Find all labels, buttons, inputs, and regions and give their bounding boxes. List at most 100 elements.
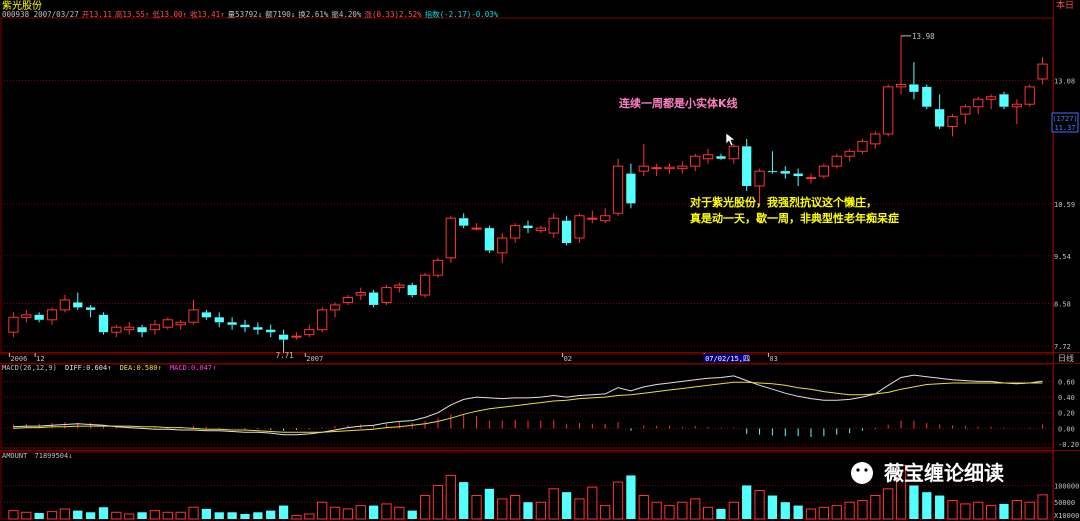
candle <box>935 94 945 130</box>
price-tick-label: 8.58 <box>1054 300 1071 308</box>
amount-bar <box>278 505 289 519</box>
candle <box>909 62 919 100</box>
candle <box>459 213 469 229</box>
amount-bar <box>857 500 868 520</box>
candle-body <box>960 106 971 115</box>
candle <box>227 317 237 330</box>
amount-bar <box>46 511 58 520</box>
candle-body <box>742 146 752 186</box>
amount-bar <box>587 486 598 520</box>
candle <box>162 317 173 330</box>
candle <box>46 307 58 325</box>
price-tick-label: 13.08 <box>1054 77 1075 85</box>
candle-body <box>1037 63 1048 80</box>
candle <box>73 292 83 310</box>
candle <box>574 213 585 243</box>
price-tick-label: 10.59 <box>1054 201 1075 209</box>
candle-body <box>909 84 919 92</box>
candle <box>973 96 984 115</box>
amount-bar <box>471 495 482 520</box>
candle <box>175 319 186 330</box>
cursor-index-label: (1727) <box>1052 115 1077 123</box>
amount-bar <box>935 495 945 519</box>
amount-bar <box>831 505 842 520</box>
candle-body <box>805 177 817 180</box>
amount-bar <box>523 502 533 519</box>
candle <box>201 309 212 320</box>
candle-body <box>355 292 366 296</box>
stock-title: 紫光股份 <box>2 0 42 12</box>
candle <box>857 138 868 154</box>
amount-bar <box>600 505 611 520</box>
candle <box>124 322 135 335</box>
candle <box>728 143 739 164</box>
date-label: 07/02/15,四 <box>705 355 750 363</box>
candle-body <box>780 171 790 174</box>
candle <box>999 91 1009 110</box>
candle <box>664 163 675 174</box>
candle-body <box>702 154 714 160</box>
candle-body <box>175 321 186 326</box>
candle <box>947 114 958 137</box>
panel-frame-1 <box>0 363 1054 449</box>
candle <box>818 163 830 179</box>
candle-body <box>484 228 495 251</box>
candle-body <box>767 171 778 173</box>
quote-info-bar: 000938 2007/03/27 开13.11 高13.55↑ 低13.00↑ 收13… <box>2 9 499 19</box>
annotation-complaint-line1: 对于紫光股份，我强烈抗议这个懒庄， <box>690 195 877 209</box>
today-label[interactable]: 本日 <box>1056 0 1074 11</box>
candle <box>342 295 354 305</box>
amount-bar <box>909 485 919 519</box>
candle-body <box>459 218 469 226</box>
candle <box>471 223 482 231</box>
amount-bar <box>728 501 739 520</box>
macd-tick-label: 0.60 <box>1058 378 1075 386</box>
amount-bar <box>484 488 495 519</box>
candle <box>137 324 147 338</box>
candle <box>677 161 688 174</box>
candle-body <box>626 173 636 204</box>
candle <box>523 220 533 234</box>
amount-bar <box>999 503 1009 519</box>
candle-body <box>278 334 289 340</box>
candle <box>111 324 122 338</box>
candle <box>445 215 456 263</box>
quote-info-item: 低13.00↑ <box>152 9 187 19</box>
quote-info-item: 指数(-2.17)-0.03% <box>425 9 499 19</box>
date-label: 03 <box>769 355 777 363</box>
amount-bar <box>985 505 997 520</box>
candle-body <box>419 274 431 296</box>
candle-body <box>8 316 19 333</box>
amount-bar <box>780 502 790 519</box>
watermark: 薇宝缠论细读 <box>851 461 1004 485</box>
candle-body <box>985 96 997 100</box>
candle-body <box>73 302 83 308</box>
amount-bar <box>304 513 315 520</box>
candle-body <box>831 155 842 167</box>
amount-tick-label: 100000 <box>1054 482 1079 490</box>
candle <box>831 153 842 169</box>
candle-body <box>98 314 109 333</box>
amount-bar <box>368 505 379 519</box>
annotation-complaint-line2: 真是动一天，歇一周，非典型性老年痴呆症 <box>690 211 899 225</box>
candle <box>484 225 495 253</box>
candle-body <box>227 322 237 325</box>
amount-bar <box>291 515 302 520</box>
candle-body <box>124 326 135 331</box>
candle <box>793 168 803 186</box>
cursor-price-label: 11.37 <box>1054 124 1075 132</box>
quote-info-item: 额7190↓ <box>265 9 295 19</box>
candle-body <box>818 165 830 177</box>
macd-legend: MACD(26,12,9) DIFF:0.604↑ DEA:0.580↑ MAC… <box>2 364 216 372</box>
candle-body <box>999 94 1009 107</box>
amount-bar <box>240 513 250 519</box>
candle-body <box>394 284 405 289</box>
amount-bar <box>85 512 96 519</box>
period-label[interactable]: 日线 <box>1058 353 1074 363</box>
candle <box>805 173 817 184</box>
candle-body <box>922 86 932 107</box>
amount-bar <box>677 501 688 520</box>
amount-bar <box>381 503 392 520</box>
candle-body <box>214 317 224 323</box>
